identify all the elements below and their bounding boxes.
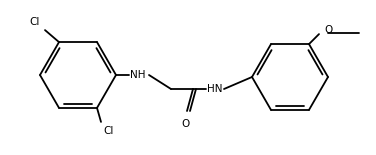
Text: O: O bbox=[324, 25, 332, 35]
Text: NH: NH bbox=[130, 70, 146, 80]
Text: O: O bbox=[181, 119, 189, 129]
Text: Cl: Cl bbox=[104, 126, 114, 136]
Text: HN: HN bbox=[207, 84, 223, 94]
Text: Cl: Cl bbox=[30, 17, 40, 27]
